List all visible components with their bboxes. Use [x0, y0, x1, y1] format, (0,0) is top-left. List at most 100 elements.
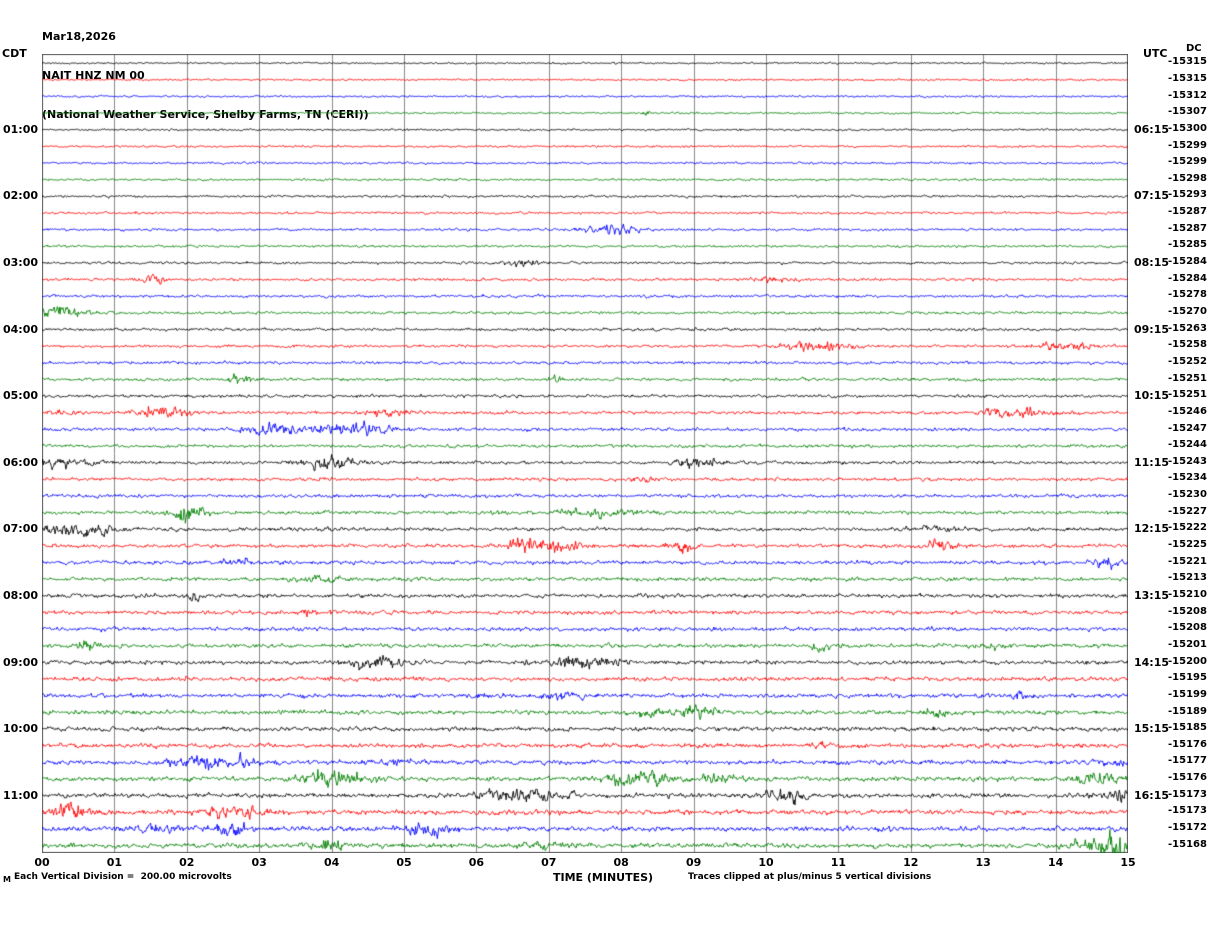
- amplitude-tick: -15258: [1168, 339, 1207, 351]
- amplitude-tick: -15263: [1168, 322, 1207, 334]
- amplitude-tick: -15244: [1168, 439, 1207, 451]
- left-time-tick: 07:00: [2, 522, 38, 536]
- x-tick-label: 06: [468, 856, 485, 869]
- left-time-tick: 01:00: [2, 122, 38, 136]
- x-tick-label: 10: [758, 856, 774, 869]
- right-time-tick: 12:15: [1134, 522, 1170, 536]
- amplitude-tick: -15251: [1168, 372, 1207, 384]
- amplitude-tick: -15285: [1168, 239, 1207, 251]
- amplitude-tick: -15251: [1168, 389, 1207, 401]
- amplitude-tick: -15243: [1168, 455, 1207, 467]
- left-time-tick: 10:00: [2, 722, 38, 736]
- amplitude-tick: -15299: [1168, 139, 1207, 151]
- x-tick-label: 09: [685, 856, 702, 869]
- amplitude-tick: -15213: [1168, 572, 1207, 584]
- header-date: Mar18,2026: [42, 30, 116, 43]
- right-time-tick: 15:15: [1134, 722, 1170, 736]
- amplitude-tick: -15247: [1168, 422, 1207, 434]
- x-axis-ticks: 00 01 02 03 04 05 06 07 08 09 10 11 12 13 14 15: [0, 856, 1210, 870]
- left-time-tick: 08:00: [2, 588, 38, 602]
- amplitude-tick: -15287: [1168, 206, 1207, 218]
- right-time-tick: 07:15: [1134, 189, 1170, 203]
- amplitude-tick: -15199: [1168, 688, 1207, 700]
- amplitude-tick: -15176: [1168, 738, 1207, 750]
- footer-block: M Each Vertical Division = 200.00 microv…: [0, 871, 1210, 886]
- left-time-tick: 03:00: [2, 256, 38, 270]
- amplitude-tick: -15307: [1168, 106, 1207, 118]
- amplitude-tick: -15315: [1168, 72, 1207, 84]
- left-time-tick: 11:00: [2, 788, 38, 802]
- x-tick-label: 04: [323, 856, 340, 869]
- x-tick-label: 13: [975, 856, 991, 869]
- right-time-tick: 14:15: [1134, 655, 1170, 669]
- amplitude-tick: -15300: [1168, 122, 1207, 134]
- amplitude-tick: -15312: [1168, 89, 1207, 101]
- x-tick-label: 12: [903, 856, 919, 869]
- x-tick-label: 08: [613, 856, 629, 869]
- x-tick-label: 14: [1047, 856, 1064, 869]
- seismogram-canvas: [42, 54, 1128, 853]
- scale-note: Each Vertical Division = 200.00 microvol…: [14, 872, 232, 882]
- amplitude-tick: -15278: [1168, 289, 1207, 301]
- left-timezone-label: CDT: [2, 47, 27, 60]
- right-time-tick: 09:15: [1134, 322, 1170, 336]
- amplitude-dc-label: DC: [1186, 43, 1202, 54]
- amplitude-tick: -15299: [1168, 156, 1207, 168]
- amplitude-tick: -15222: [1168, 522, 1207, 534]
- left-time-tick: 06:00: [2, 455, 38, 469]
- x-tick-label: 00: [34, 856, 50, 869]
- amplitude-tick: -15221: [1168, 555, 1207, 567]
- right-time-tick: 16:15: [1134, 788, 1170, 802]
- amplitude-axis: -15315 -15315 -15312 -15307 -15300 -15299 -152…: [1168, 0, 1210, 886]
- amplitude-tick: -15172: [1168, 822, 1207, 834]
- amplitude-tick: -15208: [1168, 622, 1207, 634]
- amplitude-tick: -15173: [1168, 788, 1207, 800]
- right-time-tick: 13:15: [1134, 588, 1170, 602]
- right-time-tick: 11:15: [1134, 455, 1170, 469]
- amplitude-tick: -15210: [1168, 588, 1207, 600]
- amplitude-tick: -15234: [1168, 472, 1207, 484]
- amplitude-tick: -15208: [1168, 605, 1207, 617]
- amplitude-tick: -15293: [1168, 189, 1207, 201]
- amplitude-tick: -15252: [1168, 355, 1207, 367]
- amplitude-tick: -15189: [1168, 705, 1207, 717]
- amplitude-tick: -15225: [1168, 539, 1207, 551]
- amplitude-tick: -15246: [1168, 405, 1207, 417]
- x-tick-label: 07: [541, 856, 557, 869]
- right-time-tick: 10:15: [1134, 389, 1170, 403]
- amplitude-tick: -15201: [1168, 638, 1207, 650]
- amplitude-tick: -15270: [1168, 306, 1207, 317]
- x-tick-label: 01: [106, 856, 123, 869]
- amplitude-tick: -15200: [1168, 655, 1207, 667]
- x-tick-label: 11: [830, 856, 847, 869]
- amplitude-tick: -15176: [1168, 772, 1207, 784]
- amplitude-tick: -15185: [1168, 722, 1207, 734]
- clip-note: Traces clipped at plus/minus 5 vertical …: [688, 872, 932, 882]
- x-tick-label: 05: [396, 856, 412, 869]
- scale-mark: M: [3, 875, 11, 884]
- right-time-tick: 06:15: [1134, 122, 1170, 136]
- right-time-axis: 06:15 07:15 08:15 09:15 10:15 11:15 12:15 13:15…: [1130, 0, 1169, 886]
- amplitude-tick: -15284: [1168, 272, 1207, 284]
- left-time-axis: 01:00 02:00 03:00 04:00 05:00 06:00 07:00 08:00…: [0, 0, 40, 886]
- amplitude-tick: -15284: [1168, 256, 1207, 268]
- left-time-tick: 05:00: [2, 389, 38, 403]
- amplitude-tick: -15168: [1168, 838, 1207, 850]
- amplitude-tick: -15315: [1168, 56, 1207, 68]
- right-time-tick: 08:15: [1134, 256, 1170, 270]
- x-tick-label: 15: [1120, 856, 1136, 869]
- amplitude-tick: -15195: [1168, 672, 1207, 684]
- left-time-tick: 09:00: [2, 655, 38, 669]
- x-tick-label: 03: [251, 856, 267, 869]
- amplitude-tick: -15287: [1168, 222, 1207, 234]
- amplitude-tick: -15230: [1168, 489, 1207, 501]
- amplitude-tick: -15177: [1168, 755, 1207, 767]
- amplitude-tick: -15298: [1168, 172, 1207, 184]
- left-time-tick: 02:00: [2, 189, 38, 203]
- amplitude-tick: -15173: [1168, 805, 1207, 817]
- right-timezone-label: UTC: [1143, 47, 1168, 60]
- left-time-tick: 04:00: [2, 322, 38, 336]
- x-axis-title: TIME (MINUTES): [553, 871, 654, 884]
- x-tick-label: 02: [179, 856, 195, 869]
- seismogram-page: Mar18,2026 NAIT HNZ NM 00 (National Weat…: [0, 0, 1210, 886]
